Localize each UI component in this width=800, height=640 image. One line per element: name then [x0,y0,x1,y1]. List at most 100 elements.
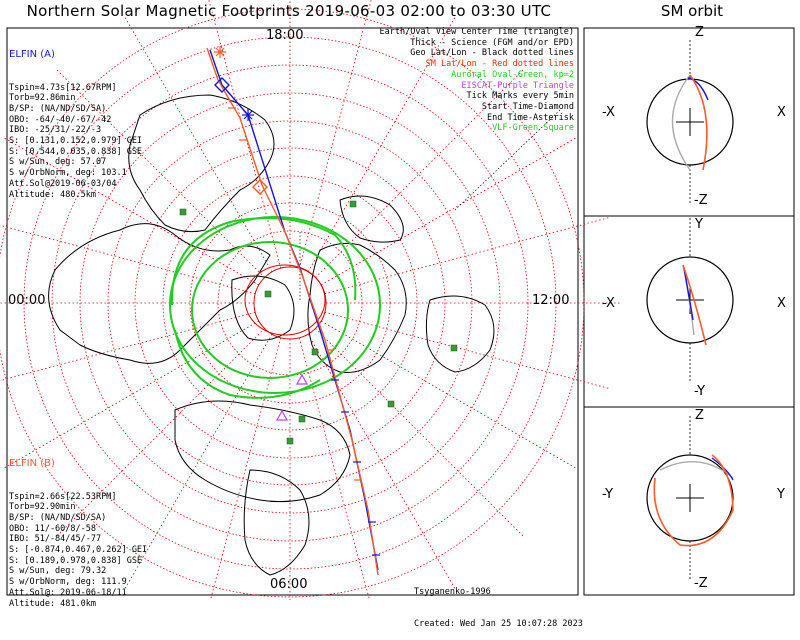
elfin-b-info-line: OBO: 11/-60/8/-58 [9,523,96,534]
yz-top-label: Z [695,408,704,423]
elfin-a-name: ELFIN (A) [9,49,55,61]
elfin-a-info-line: S: [0.544,0.035,0.838] GSE [9,146,143,157]
asterisk-stroke [243,110,253,120]
continent-outline [128,94,275,233]
sm-latitude-circle [79,92,501,514]
credit-model: Tsyganenko-1996 [414,587,491,597]
elfin-a-info: ELFIN (A) Tspin=4.73s[12.67RPM] Torb=92.8… [9,29,142,211]
elfin-b-info-line: Torb=92.90min [9,502,76,513]
mlt-label-bottom: 06:00 [270,577,308,592]
sm-meridian [0,311,256,382]
continent-outline [174,400,351,503]
elfin-b-info-line: Altitude: 481.0km [9,598,96,609]
polar-footprint-map [0,0,795,600]
xy-bottom-label: -Y [694,384,706,399]
auroral-oval-inner [169,216,381,394]
yz-right-label: Y [777,487,785,502]
xy-right-label: X [777,296,786,311]
legend-entry: SM Lat/Lon - Red dotted lines [425,59,574,70]
continent-outline [307,242,407,373]
legend-entry: Earth/Oval View Center Time (triangle) [379,27,574,37]
sm-meridian [320,137,576,286]
sm-meridian [298,0,372,269]
sm-meridian [315,328,524,537]
elfin-a-info-line: IBO: -25/31/-22/-3 [9,125,102,136]
credit: Tsyganenko-1996 Created: Wed Jan 25 10:0… [414,566,583,640]
legend: Earth/Oval View Center Time (triangle) Th… [380,27,574,134]
elfin-a-info-line: Torb=92.86min [9,93,76,104]
elfin-b-track [206,47,379,576]
elfin-b-info: ELFIN (B) Tspin=2.66s[22.53RPM] Torb=92.9… [9,438,147,620]
elfin-b-end-asterisk [214,46,226,58]
continent-outline [425,295,495,373]
xz-left-label: -X [602,105,615,120]
orbit-title: SM orbit [660,2,724,20]
legend-entry: Tick Marks every 5min [466,91,574,102]
sm-meridian [208,0,282,269]
elfin-b-info-line: S w/Sun, deg: 79.32 [9,566,107,577]
sm-polar-circle [244,264,326,336]
continent-outline [231,275,295,341]
vlf-stations [179,200,458,445]
orbit-gray [659,460,734,479]
sm-meridian [307,17,456,273]
elfin-a-info-line: B/SP: (NA/ND/SD/SA) [9,103,107,114]
mlt-label-left: 00:00 [8,293,46,308]
elfin-a-end-asterisk [242,109,254,121]
auroral-oval-outer-2 [174,329,321,399]
continent-outline [243,469,310,576]
xz-right-label: X [777,105,786,120]
elfin-a-info-line: S w/OrbNorm, deg: 103.1 [9,168,127,179]
vlf-station-square [179,208,187,216]
vlf-station-square [286,437,294,445]
sm-meridian [320,320,576,469]
orbit-elfin-a [687,77,709,101]
satellite-tracks [206,46,380,576]
elfin-b-info-line: S w/OrbNorm, deg: 111.9 [9,577,127,588]
orbit-elfin-b [653,454,734,547]
orbit-gray [671,74,691,171]
sm-orbit-panels [646,40,734,580]
elfin-b-info-line: Att.Sol@: 2019-06-18/11 [9,587,127,598]
elfin-a-info-line: OBO: -64/-40/-67/-42 [9,114,112,125]
sm-meridian [324,311,609,389]
orbit-panel-yz [646,416,734,580]
legend-entry: Start Time-Diamond [481,101,574,112]
sm-latitude-circle [253,266,327,340]
plot-title: Northern Solar Magnetic Footprints 2019-… [26,2,552,20]
legend-entry: Geo Lat/Lon - Black dotted lines [410,48,574,59]
sm-latitude-circle [162,175,418,431]
xz-bottom-label: -Z [694,193,708,208]
vlf-station-square [387,400,395,408]
vlf-station-square [298,415,306,423]
vlf-station-square [450,344,458,352]
geo-grid [299,109,561,300]
sm-meridian [56,328,265,537]
plot-frame [6,27,579,596]
orbit-panel-xy [646,218,734,382]
orbit-elfin-b [689,74,708,171]
mlt-label-right: 12:00 [532,293,570,308]
elfin-b-info-line: S: [0.189,0.978,0.838] GSE [9,555,143,566]
sm-meridian [324,217,609,295]
eiscat-triangle [275,409,289,421]
elfin-a-info-line: Altitude: 480.5km [9,189,96,200]
elfin-b-name: ELFIN (B) [9,458,55,470]
sm-meridian [210,337,282,600]
elfin-b-info-line: B/SP: (NA/ND/SD/SA) [9,512,107,523]
credit-created: Created: Wed Jan 25 10:07:28 2023 [414,618,583,629]
orbit-elfin-a [711,457,734,481]
elfin-a-info-line: S w/Sun, deg: 57.07 [9,157,107,168]
elfin-a-lines: Tspin=4.73s[12.67RPM] Torb=92.86min B/SP: … [9,83,142,201]
legend-entry: Auroral Oval-Green, kp=2 [451,69,574,80]
xy-top-label: Y [695,217,703,232]
continent-outline [339,195,404,243]
asterisk-stroke [215,47,225,57]
yz-left-label: -Y [602,487,614,502]
sm-latitude-circle [134,147,446,459]
continent-outlines [48,94,495,576]
sm-latitude-circle [51,64,529,542]
sm-grid [0,0,620,600]
legend-entry: End Time-Asterisk [487,112,574,123]
sm-latitude-circle [107,120,473,486]
